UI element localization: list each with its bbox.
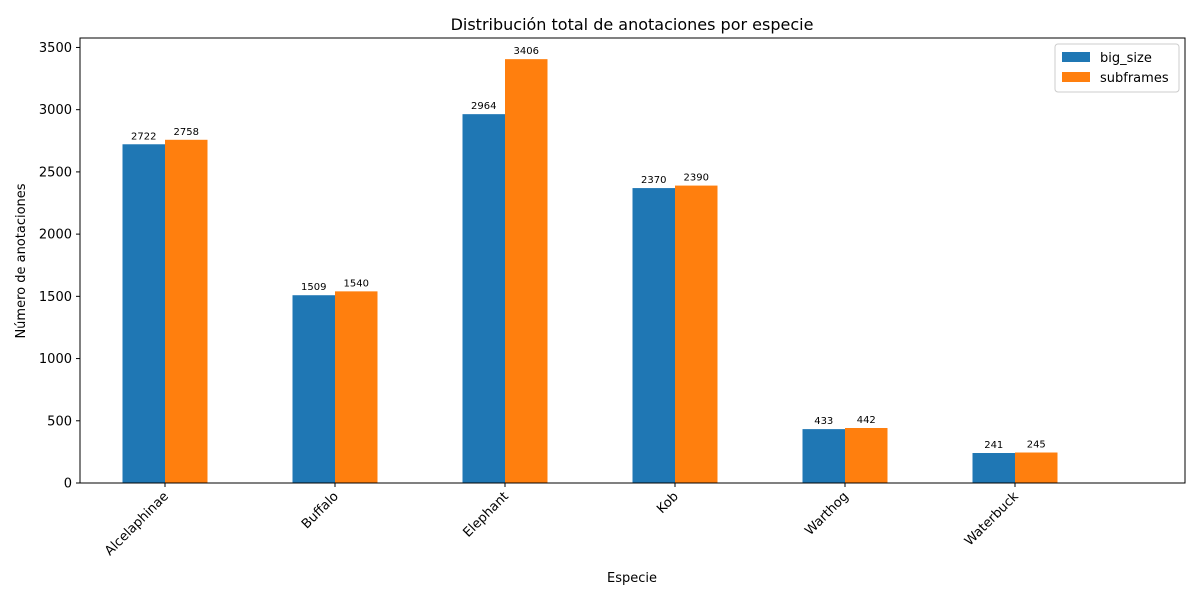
legend-label: subframes	[1100, 71, 1169, 86]
data-label: 442	[857, 415, 876, 426]
bar-big_size-waterbuck	[972, 453, 1015, 483]
data-label: 2390	[684, 173, 709, 184]
bar-big_size-warthog	[802, 429, 845, 483]
y-tick-label: 0	[64, 477, 72, 492]
y-tick-label: 2000	[39, 228, 72, 243]
data-label: 245	[1027, 440, 1046, 451]
data-labels-layer: 2722 1509 2964 2370 433 241 2758 1540 3406 2390 44…	[131, 46, 1046, 451]
x-tick-label: Waterbuck	[962, 489, 1022, 549]
data-label: 433	[814, 416, 833, 427]
data-label: 3406	[514, 46, 539, 57]
chart-title: Distribución total de anotaciones por es…	[451, 15, 814, 34]
data-label: 241	[984, 440, 1003, 451]
data-label: 2964	[471, 101, 496, 112]
x-tick-label: Elephant	[460, 489, 511, 540]
legend-swatch	[1062, 52, 1090, 62]
x-tick-label: Buffalo	[299, 489, 342, 532]
y-tick-label: 1500	[39, 290, 72, 305]
y-tick-label: 3000	[39, 103, 72, 118]
x-tick-label: Warthog	[802, 489, 851, 538]
x-axis-label: Especie	[607, 571, 657, 586]
y-tick-label: 3500	[39, 41, 72, 56]
bar-subframes-elephant	[505, 59, 548, 484]
bar-big_size-alcelaphinae	[122, 144, 165, 483]
bar-big_size-elephant	[462, 114, 505, 483]
x-axis: Alcelaphinae Buffalo Elephant Kob Warthog Wat…	[102, 483, 1022, 559]
bar-big_size-kob	[632, 188, 675, 483]
legend-swatch	[1062, 72, 1090, 82]
legend: big_size subframes	[1054, 43, 1180, 93]
x-tick-label: Kob	[654, 489, 682, 517]
bar-subframes-warthog	[845, 427, 888, 483]
bar-subframes-alcelaphinae	[165, 139, 208, 483]
data-label: 1509	[301, 282, 326, 293]
y-axis-label: Número de anotaciones	[14, 183, 29, 338]
x-tick-label: Alcelaphinae	[102, 489, 172, 559]
y-tick-label: 500	[47, 414, 72, 429]
data-label: 2370	[641, 175, 666, 186]
bar-big_size-buffalo	[292, 295, 335, 483]
y-tick-label: 2500	[39, 165, 72, 180]
bar-subframes-waterbuck	[1015, 452, 1058, 483]
y-axis: 0 500 1000 1500 2000 2500 3000 3500	[39, 41, 80, 492]
data-label: 2758	[174, 127, 199, 138]
data-label: 1540	[344, 278, 369, 289]
bars-layer	[122, 59, 1058, 484]
legend-label: big_size	[1100, 51, 1152, 66]
data-label: 2722	[131, 131, 156, 142]
plot-frame	[79, 37, 1186, 484]
bar-subframes-kob	[675, 185, 718, 484]
bar-subframes-buffalo	[335, 291, 378, 483]
y-tick-label: 1000	[39, 352, 72, 367]
